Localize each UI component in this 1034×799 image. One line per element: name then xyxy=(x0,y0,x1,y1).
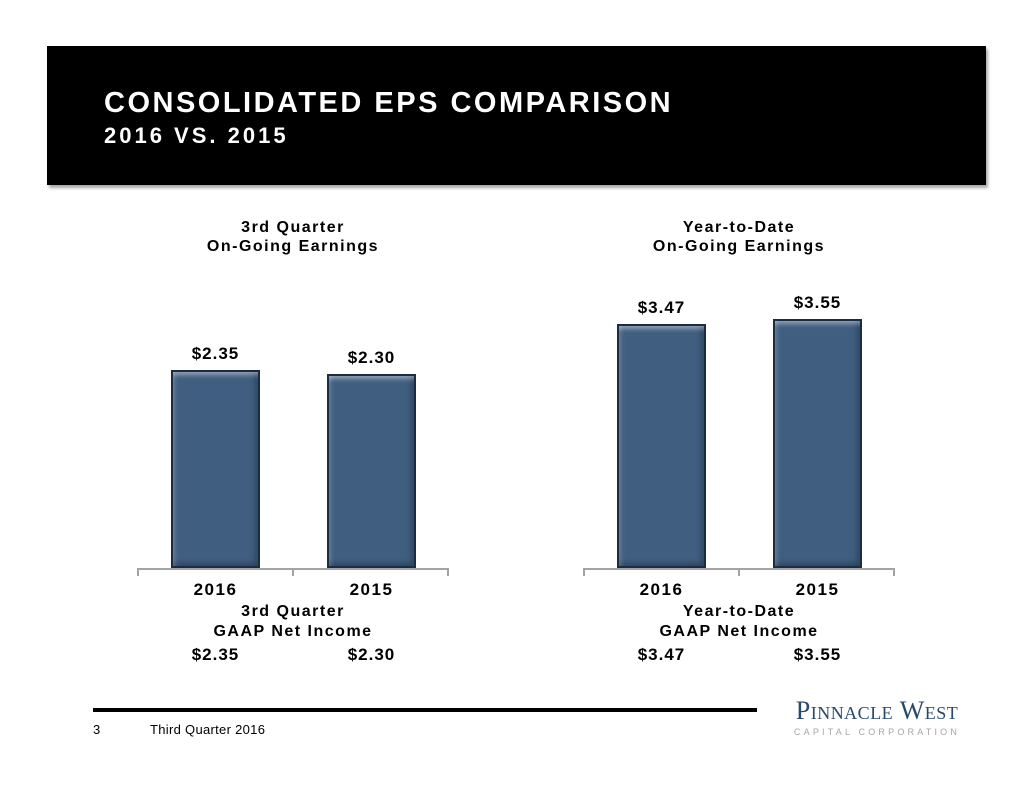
logo-name: Pinnacle West xyxy=(795,696,959,725)
footnote-value: $2.35 xyxy=(191,645,240,664)
chart-footnote: 3rd Quarter GAAP Net Income $2.35 $2.30 xyxy=(137,602,449,667)
chart-title-line: 3rd Quarter xyxy=(241,219,345,236)
axis-tick xyxy=(447,568,449,576)
bar-value-label: $2.35 xyxy=(191,344,240,363)
bar-2015 xyxy=(327,374,416,568)
footnote-value: $3.55 xyxy=(793,645,842,664)
bar-2015 xyxy=(773,319,862,568)
slide-title-block: CONSOLIDATED EPS COMPARISON 2016 VS. 201… xyxy=(47,46,986,185)
axis-tick xyxy=(137,568,139,576)
category-label: 2015 xyxy=(349,580,394,599)
category-label: 2016 xyxy=(639,580,684,599)
x-axis xyxy=(583,568,895,576)
footer-text: Third Quarter 2016 xyxy=(150,722,266,737)
chart-title: 3rd Quarter On-Going Earnings xyxy=(137,218,449,256)
chart-title: Year-to-Date On-Going Earnings xyxy=(583,218,895,256)
chart-title-line: Year-to-Date xyxy=(682,219,796,236)
x-axis xyxy=(137,568,449,576)
bar-value-label: $3.55 xyxy=(793,293,842,312)
footnote-value: $2.30 xyxy=(347,645,396,664)
chart-3rd-quarter-earnings: 3rd Quarter On-Going Earnings $2.35 2016 $… xyxy=(137,210,449,685)
footnote-line: GAAP Net Income xyxy=(659,623,819,640)
category-label: 2016 xyxy=(193,580,238,599)
footnote-line: 3rd Quarter xyxy=(241,603,345,620)
footnote-values-row: $3.47 $3.55 xyxy=(583,645,895,667)
chart-title-line: On-Going Earnings xyxy=(652,238,826,255)
plot-area: $3.47 2016 $3.55 2015 xyxy=(583,210,895,599)
axis-tick xyxy=(738,568,740,576)
footnote-line: Year-to-Date xyxy=(682,603,796,620)
axis-tick xyxy=(893,568,895,576)
bar-2016 xyxy=(617,324,706,568)
bar-value-label: $2.30 xyxy=(347,348,396,367)
chart-year-to-date-earnings: Year-to-Date On-Going Earnings $3.47 2016… xyxy=(583,210,895,685)
bar-2016 xyxy=(171,370,260,568)
footer-rule xyxy=(93,708,757,712)
footnote-values-row: $2.35 $2.30 xyxy=(137,645,449,667)
page-number: 3 xyxy=(93,722,101,737)
slide-title: CONSOLIDATED EPS COMPARISON xyxy=(104,87,674,119)
category-label: 2015 xyxy=(795,580,840,599)
axis-tick xyxy=(583,568,585,576)
logo-subtitle: CAPITAL CORPORATION xyxy=(793,727,961,737)
pinnacle-west-logo: Pinnacle West CAPITAL CORPORATION xyxy=(783,696,971,738)
footnote-line: GAAP Net Income xyxy=(213,623,373,640)
slide-subtitle: 2016 VS. 2015 xyxy=(104,123,289,148)
bar-value-label: $3.47 xyxy=(637,298,686,317)
axis-tick xyxy=(292,568,294,576)
plot-area: $2.35 2016 $2.30 2015 xyxy=(137,210,449,599)
chart-title-line: On-Going Earnings xyxy=(206,238,380,255)
chart-footnote: Year-to-Date GAAP Net Income $3.47 $3.55 xyxy=(583,602,895,667)
footnote-value: $3.47 xyxy=(637,645,686,664)
